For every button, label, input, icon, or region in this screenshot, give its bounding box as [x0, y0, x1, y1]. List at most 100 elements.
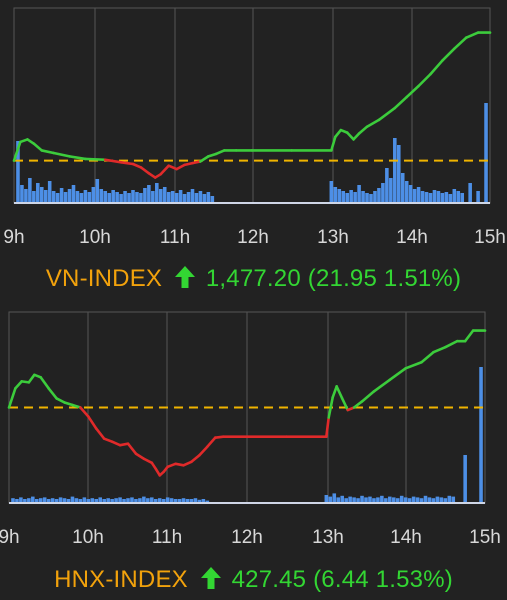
index-value: 1,477.20 [205, 265, 301, 292]
volume-bar [122, 499, 126, 503]
price-line-segment [388, 366, 407, 382]
volume-bar [70, 496, 75, 503]
volume-bar [174, 193, 179, 203]
volume-bar [55, 193, 60, 203]
volume-bar [361, 191, 365, 203]
price-line-segment [103, 158, 123, 164]
volume-bar [146, 498, 150, 503]
x-tick-label: 11h [152, 527, 182, 548]
volume-bar [153, 499, 158, 503]
volume-bar [423, 495, 428, 503]
price-line-segment [360, 390, 376, 403]
volume-bar [177, 499, 182, 503]
volume-bar [399, 495, 404, 503]
price-line-segment [432, 345, 447, 354]
volume-bar [210, 196, 215, 203]
price-line-segment [159, 164, 170, 176]
price-line-segment [352, 132, 361, 141]
price-line-segment [330, 135, 337, 152]
x-tick-label: 15h [474, 227, 506, 248]
volume-bar [345, 193, 349, 203]
volume-bar [352, 497, 356, 503]
volume-bar [134, 499, 138, 503]
volume-bar [411, 496, 416, 503]
volume-bar [51, 191, 56, 203]
volume-bar [476, 191, 480, 203]
volume-bar [114, 498, 118, 503]
volume-bar [185, 499, 190, 503]
index-change: (6.44 1.53%) [313, 566, 453, 593]
volume-bar [135, 192, 139, 203]
price-line-segment [131, 162, 143, 169]
index-name: VN-INDEX [45, 265, 163, 292]
volume-bar [138, 498, 142, 503]
price-line-segment [102, 437, 114, 443]
volume-bar [447, 495, 452, 503]
volume-bar [166, 192, 171, 203]
volume-bar [98, 497, 103, 503]
volume-bar [194, 193, 199, 203]
volume-bar [391, 497, 396, 503]
hnx-index-panel: 9h 10h 11h 12h 13h 14h 15h HNX-INDEX 427.45 (6… [0, 300, 507, 600]
price-line-segment [405, 84, 420, 99]
up-arrow-icon [175, 266, 195, 295]
hnx-index-chart: 9h 10h 11h 12h 13h 14h 15h [0, 311, 501, 548]
volume-bar [388, 496, 392, 503]
price-line-segment [335, 385, 344, 400]
volume-bar [357, 185, 361, 203]
volume-bar [360, 495, 364, 503]
volume-bar [139, 193, 143, 203]
volume-bar [341, 191, 346, 203]
x-tick-label: 9h [0, 527, 20, 548]
volume-bar [202, 194, 207, 203]
volume-bar [46, 499, 51, 503]
volume-bar [427, 497, 432, 503]
volume-bar [448, 194, 453, 203]
volume-bar [328, 496, 333, 503]
price-line-segment [464, 31, 480, 39]
volume-bar [86, 499, 91, 503]
volume-bar [368, 496, 372, 503]
volume-bar [340, 495, 344, 503]
volume-bar [130, 497, 134, 503]
volume-bar [337, 189, 342, 203]
volume-bar [400, 173, 405, 203]
volume-bar [468, 183, 472, 203]
volume-bar [90, 498, 95, 503]
volume-bar [143, 188, 147, 203]
volume-bar [189, 499, 194, 503]
volume-bar [118, 497, 122, 503]
price-line-segment [444, 339, 459, 349]
volume-bar [393, 138, 397, 203]
price-line-segment [139, 166, 151, 175]
volume-bar [87, 192, 92, 203]
volume-bar [115, 192, 119, 203]
volume-bar [47, 181, 52, 203]
price-line-segment [352, 400, 364, 409]
volume-bar [32, 191, 36, 203]
volume-bar [479, 367, 483, 503]
volume-bar [407, 498, 412, 503]
volume-bar [67, 189, 72, 203]
volume-bar [369, 194, 373, 203]
volume-bar [91, 187, 96, 203]
price-line-segment [441, 47, 456, 62]
price-line-segment [333, 128, 343, 139]
volume-bar [431, 498, 436, 503]
price-line-segment [118, 442, 130, 447]
volume-bar [415, 497, 420, 503]
volume-bar [106, 498, 110, 503]
volume-bar [432, 190, 437, 203]
up-arrow-icon [200, 567, 221, 596]
x-tick-label: 14h [396, 227, 428, 248]
volume-bar [364, 497, 368, 503]
price-line-segment [207, 152, 218, 158]
volume-bar [452, 189, 457, 203]
price-line-segment [213, 435, 225, 439]
volume-bar [147, 185, 151, 203]
price-line-segment [79, 406, 90, 418]
volume-bar [376, 497, 380, 503]
price-line-segment [190, 453, 201, 464]
hnx-index-summary: HNX-INDEX 427.45 (6.44 1.53%) [0, 566, 507, 596]
price-line-segment [404, 360, 423, 370]
